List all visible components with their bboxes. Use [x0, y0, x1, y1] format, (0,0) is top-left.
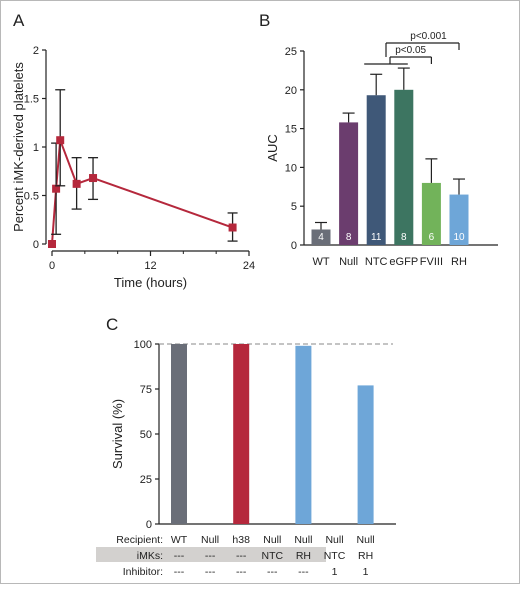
y-tick-label: 15 — [285, 124, 297, 136]
bar-count-label: 11 — [371, 232, 382, 243]
bar — [233, 344, 250, 524]
table-row-label: iMKs: — [137, 550, 163, 562]
data-point — [228, 223, 237, 232]
table-cell: RH — [358, 550, 373, 562]
bar — [449, 194, 469, 245]
table-cell: --- — [236, 566, 247, 578]
y-tick-label: 100 — [134, 339, 152, 351]
bar-count-label: 8 — [346, 232, 352, 243]
bar-count-label: 4 — [318, 232, 324, 243]
bar — [171, 344, 187, 524]
data-point — [89, 174, 98, 183]
sig-label-p05: p<0.05 — [395, 45, 426, 56]
table-cell: RH — [296, 550, 311, 562]
y-tick-label: 25 — [285, 46, 297, 58]
panel-label-b: B — [259, 11, 270, 30]
table-cell: --- — [267, 566, 278, 578]
bar — [366, 95, 386, 246]
table-imks-row-background — [96, 547, 326, 562]
y-tick-label: 0 — [291, 240, 297, 252]
table-cell: Null — [263, 534, 281, 546]
y-tick-label: 5 — [291, 201, 297, 213]
y-axis-label: AUC — [265, 134, 280, 161]
x-tick-label: 0 — [49, 260, 55, 272]
table-cell: Null — [357, 534, 375, 546]
x-tick-label: WT — [312, 256, 329, 268]
y-tick-label: 25 — [140, 474, 152, 486]
panel-label-c: C — [106, 315, 118, 334]
bar-count-label: 8 — [401, 232, 407, 243]
x-axis-label: Time (hours) — [114, 275, 187, 290]
y-tick-label: 1 — [33, 142, 39, 154]
table-cell: NTC — [324, 550, 346, 562]
y-tick-label: 0.5 — [24, 191, 39, 203]
table-cell: 1 — [363, 566, 369, 578]
y-tick-label: 50 — [140, 429, 152, 441]
x-tick-label: RH — [451, 256, 467, 268]
data-point — [52, 184, 61, 193]
data-point — [72, 179, 81, 188]
bar — [357, 385, 374, 524]
panel-a-line-chart: 0 0.5 1 1.5 2 0 12 24 Time (hours) Percent iMK-de… — [11, 45, 255, 290]
table-cell: Null — [294, 534, 312, 546]
table-row-label: Recipient: — [116, 534, 163, 546]
table-cell: --- — [298, 566, 309, 578]
bar — [311, 229, 331, 245]
x-tick-label: 24 — [243, 260, 255, 272]
x-tick-label: 12 — [144, 260, 156, 272]
y-axis-label: Survival (%) — [110, 399, 125, 469]
bar — [295, 345, 312, 524]
y-tick-label: 1.5 — [24, 94, 39, 106]
data-point — [56, 136, 65, 145]
panel-b-bar-chart: 0 5 10 15 20 25 AUC 4 WT 8 Null 11 NTC 8 eGFP 6 FVIII 10 R… — [265, 31, 498, 268]
table-cell: --- — [236, 550, 247, 562]
x-tick-label: eGFP — [389, 256, 418, 268]
y-tick-label: 0 — [33, 239, 39, 251]
y-tick-label: 20 — [285, 85, 297, 97]
table-cell: --- — [174, 550, 185, 562]
table-row-label: Inhibitor: — [123, 566, 163, 578]
bar-count-label: 6 — [429, 232, 435, 243]
x-tick-label: Null — [339, 256, 358, 268]
y-tick-label: 0 — [146, 519, 152, 531]
table-cell: --- — [174, 566, 185, 578]
panel-c-bar-chart: 0 25 50 75 100 Survival (%) Recipient: iMKs: Inh… — [96, 339, 396, 578]
table-cell: h38 — [232, 534, 250, 546]
bar — [421, 182, 441, 245]
table-cell: NTC — [262, 550, 284, 562]
x-tick-label: NTC — [365, 256, 388, 268]
table-cell: --- — [205, 566, 216, 578]
series-line — [51, 139, 233, 245]
y-tick-label: 75 — [140, 384, 152, 396]
data-point — [48, 240, 56, 248]
y-tick-label: 2 — [33, 45, 39, 57]
y-tick-label: 10 — [285, 162, 297, 174]
x-tick-label: FVIII — [420, 256, 443, 268]
table-cell: --- — [205, 550, 216, 562]
panel-label-a: A — [13, 11, 25, 30]
sig-label-p001: p<0.001 — [410, 31, 447, 42]
table-cell: 1 — [332, 566, 338, 578]
table-cell: Null — [201, 534, 219, 546]
y-axis-label: Percent iMK-derived platelets — [11, 62, 26, 232]
bar-count-label: 10 — [453, 232, 465, 243]
bar — [339, 122, 359, 245]
table-cell: WT — [171, 534, 188, 546]
table-cell: Null — [325, 534, 343, 546]
bar — [394, 89, 414, 245]
